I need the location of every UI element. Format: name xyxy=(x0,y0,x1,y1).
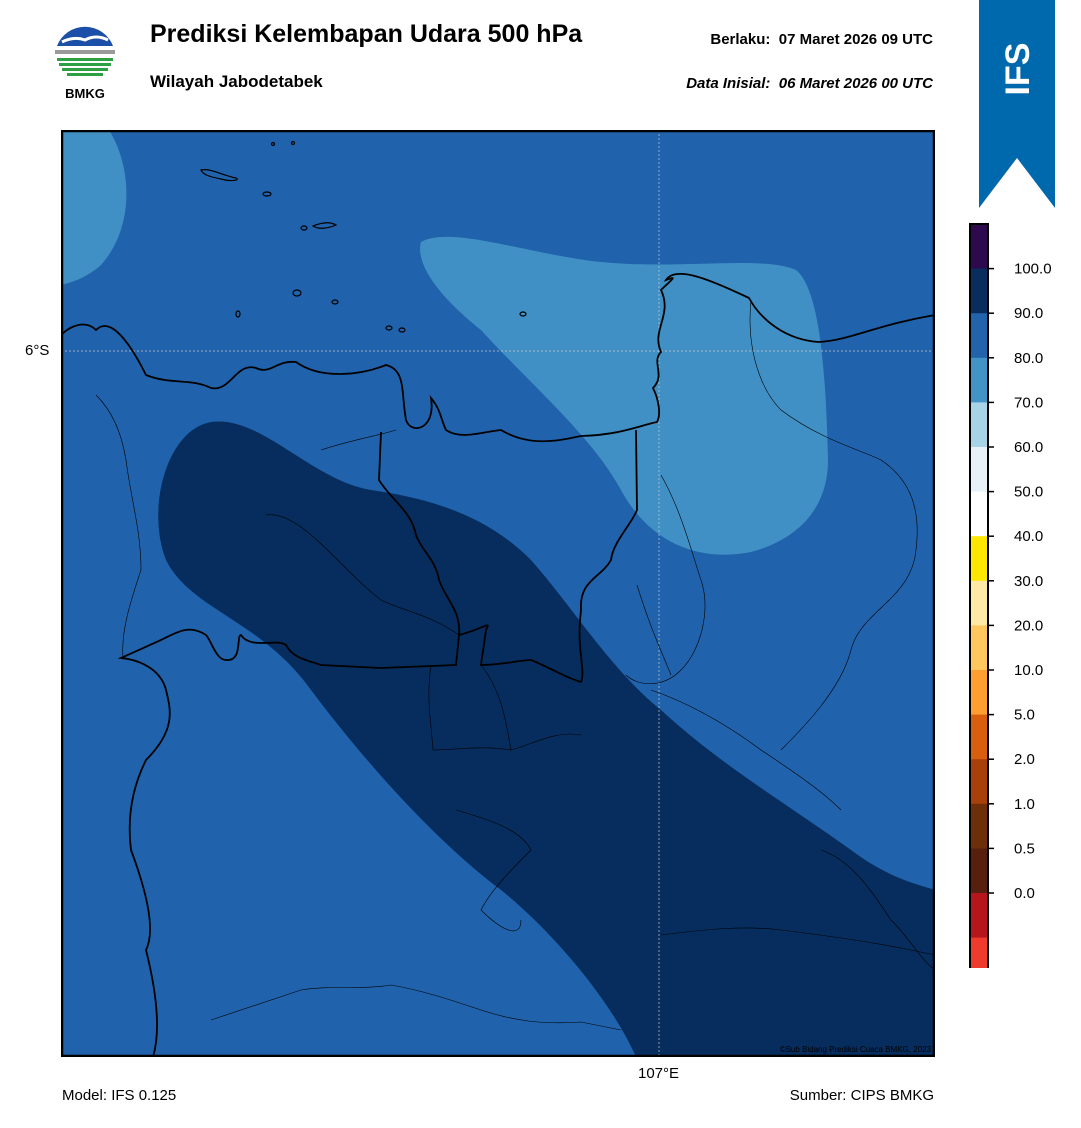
colorbar-label: 60.0 xyxy=(1014,439,1043,456)
colorbar-segment xyxy=(970,536,988,582)
colorbar-segment xyxy=(970,937,988,968)
colorbar-segment xyxy=(970,848,988,894)
logo-text: BMKG xyxy=(65,86,105,101)
humidity-70-80-region-nw xyxy=(61,130,127,285)
colorbar-segment xyxy=(970,893,988,939)
colorbar-label: 2.0 xyxy=(1014,751,1035,768)
colorbar-label: 0.5 xyxy=(1014,840,1035,857)
colorbar-segment xyxy=(970,402,988,448)
colorbar-segment xyxy=(970,759,988,805)
colorbar-label: 1.0 xyxy=(1014,796,1035,813)
colorbar-segment xyxy=(970,670,988,716)
init-label: Data Inisial: xyxy=(686,75,771,92)
colorbar-label: 10.0 xyxy=(1014,662,1043,679)
init-value: 06 Maret 2026 00 UTC xyxy=(778,75,933,92)
islands xyxy=(200,140,527,333)
humidity-90-100-region xyxy=(158,421,935,1057)
colorbar-label: 30.0 xyxy=(1014,573,1043,590)
colorbar-segment xyxy=(970,313,988,359)
init-time: Data Inisial: 06 Maret 2026 00 UTC xyxy=(686,75,933,92)
colorbar-segment xyxy=(970,224,988,270)
latitude-tick-label: 6°S xyxy=(25,342,50,359)
page-title: Prediksi Kelembapan Udara 500 hPa xyxy=(150,20,583,48)
ifs-badge-text: IFS xyxy=(999,43,1037,96)
colorbar-label: 100.0 xyxy=(1014,261,1052,278)
regency-boundaries xyxy=(95,299,935,1031)
colorbar-segment xyxy=(970,268,988,314)
colorbar-label: 20.0 xyxy=(1014,617,1043,634)
colorbar-label: 90.0 xyxy=(1014,305,1043,322)
colorbar-label: 80.0 xyxy=(1014,350,1043,367)
source-label: Sumber: CIPS BMKG xyxy=(789,1087,934,1104)
page-subtitle: Wilayah Jabodetabek xyxy=(150,72,323,91)
colorbar-label: 70.0 xyxy=(1014,394,1043,411)
colorbar-segment xyxy=(970,357,988,403)
colorbar-segment xyxy=(970,491,988,537)
colorbar-frame xyxy=(969,223,989,968)
colorbar-segment xyxy=(970,625,988,671)
valid-time: Berlaku: 07 Maret 2026 09 UTC xyxy=(710,31,933,48)
colorbar-segment xyxy=(970,714,988,760)
valid-value: 07 Maret 2026 09 UTC xyxy=(778,31,933,48)
map-frame xyxy=(61,130,935,1057)
colorbar-segment xyxy=(970,803,988,849)
colorbar-label: 40.0 xyxy=(1014,528,1043,545)
valid-label: Berlaku: xyxy=(710,31,771,48)
colorbar-segment xyxy=(970,580,988,626)
province-boundary-east xyxy=(458,429,638,684)
bmkg-logo: BMKG xyxy=(55,24,115,101)
coastline xyxy=(61,272,935,443)
ifs-badge: IFS xyxy=(979,0,1055,208)
longitude-tick-label: 107°E xyxy=(638,1065,680,1082)
colorbar-label: 0.0 xyxy=(1014,885,1035,902)
humidity-map: ©Sub Bidang Prediksi Cuaca BMKG, 2023 xyxy=(61,130,935,1057)
colorbar-label: 5.0 xyxy=(1014,707,1035,724)
province-boundary-west xyxy=(117,431,460,1057)
colorbar: 100.0 90.0 80.0 70.0 60.0 50.0 40.0 30.0 20.0 10.… xyxy=(969,223,1052,968)
colorbar-segment xyxy=(970,447,988,493)
map-credit: ©Sub Bidang Prediksi Cuaca BMKG, 2023 xyxy=(780,1045,932,1054)
model-label: Model: IFS 0.125 xyxy=(62,1087,177,1104)
colorbar-label: 50.0 xyxy=(1014,484,1043,501)
